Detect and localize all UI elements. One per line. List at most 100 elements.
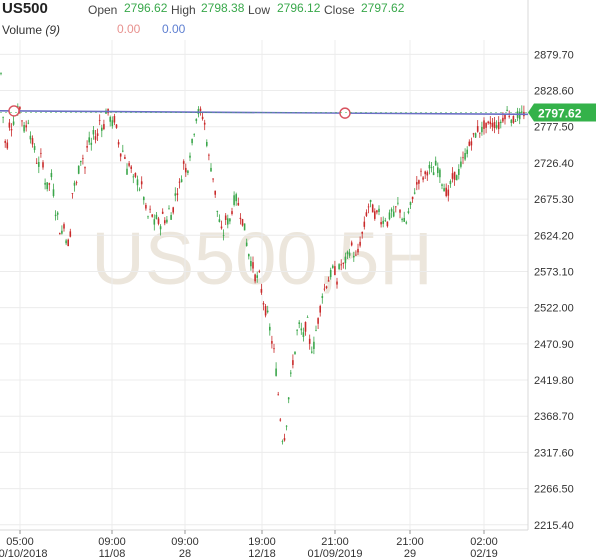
candle — [82, 154, 84, 165]
candle-body — [405, 222, 408, 224]
candle — [407, 207, 410, 215]
candle — [308, 334, 311, 350]
candle — [258, 269, 261, 274]
candle — [94, 129, 97, 144]
candle-body — [29, 135, 32, 140]
candle — [61, 225, 63, 235]
candle-body — [363, 221, 366, 227]
candle — [319, 304, 321, 317]
candle-body — [239, 217, 242, 220]
candle-body — [298, 322, 300, 324]
high-value: 2798.38 — [201, 1, 245, 15]
candle — [252, 256, 254, 273]
candle — [418, 179, 420, 190]
candle — [101, 124, 103, 138]
candle — [424, 170, 426, 179]
candle-body — [50, 172, 53, 178]
candle-body — [182, 161, 185, 164]
candle-body — [44, 182, 46, 185]
candle — [65, 238, 67, 246]
candle — [445, 183, 447, 198]
candle-body — [443, 188, 445, 192]
high-label: High — [171, 3, 196, 17]
candle-body — [153, 219, 156, 225]
candle — [395, 206, 397, 213]
candle — [441, 183, 443, 190]
candle-body — [365, 212, 368, 216]
candle-body — [54, 214, 57, 217]
candle-body — [38, 161, 40, 167]
candle-body — [518, 111, 521, 120]
candle — [172, 206, 174, 215]
candle — [296, 328, 298, 336]
candle — [40, 148, 42, 158]
candle — [275, 362, 277, 377]
candle-body — [90, 142, 93, 145]
candle — [90, 137, 93, 151]
candle-body — [170, 215, 172, 220]
candle — [260, 283, 263, 295]
candle — [88, 131, 90, 146]
candle — [159, 224, 162, 236]
candle-body — [355, 254, 357, 256]
candle-body — [203, 122, 206, 125]
candle — [466, 146, 468, 158]
candle — [264, 304, 267, 318]
candle-body — [277, 394, 279, 396]
candle-body — [430, 167, 433, 168]
candle-body — [212, 178, 214, 180]
candle — [342, 262, 345, 269]
candle-body — [101, 127, 103, 131]
candle-body — [206, 142, 208, 146]
candle — [378, 205, 380, 216]
candle-body — [439, 169, 441, 178]
candle — [432, 166, 435, 176]
candle-body — [67, 239, 69, 247]
x-tick-date: 02/19 — [470, 548, 498, 558]
candle-body — [27, 122, 30, 124]
candle-body — [319, 305, 321, 313]
candle-body — [483, 120, 485, 129]
candle — [348, 248, 351, 258]
candle-body — [176, 193, 179, 196]
candle-body — [495, 125, 498, 128]
candle — [164, 217, 166, 226]
candle-body — [380, 222, 382, 225]
candle-body — [86, 146, 88, 148]
candle-body — [145, 205, 147, 209]
candle-body — [63, 224, 65, 229]
candle-body — [266, 310, 269, 313]
candle — [140, 176, 143, 189]
candle — [302, 327, 305, 342]
candle — [96, 128, 99, 141]
candle-body — [23, 125, 25, 132]
candle — [470, 137, 473, 151]
candle-body — [491, 122, 494, 127]
volume-label: Volume (9) — [2, 23, 61, 37]
candle — [311, 346, 313, 354]
candle-body — [357, 248, 359, 253]
candle — [453, 171, 456, 186]
candle-body — [21, 120, 23, 122]
candle-body — [327, 280, 330, 282]
candle — [46, 182, 48, 192]
candle — [290, 369, 292, 377]
x-tick-time: 05:00 — [6, 536, 34, 548]
candle-body — [302, 332, 305, 338]
candle-body — [201, 116, 204, 119]
candle-body — [390, 209, 393, 212]
candle-body — [187, 170, 189, 173]
candle — [327, 276, 330, 282]
candle-body — [48, 183, 51, 185]
candle — [170, 212, 172, 220]
candle-body — [31, 138, 34, 145]
candle — [380, 217, 382, 228]
last-price-label: 2797.62 — [538, 106, 582, 120]
candle — [376, 209, 378, 215]
candle — [212, 178, 214, 183]
candle-body — [113, 116, 116, 123]
candle-body — [382, 220, 384, 224]
candle-body — [508, 115, 510, 117]
candle-body — [332, 265, 334, 268]
